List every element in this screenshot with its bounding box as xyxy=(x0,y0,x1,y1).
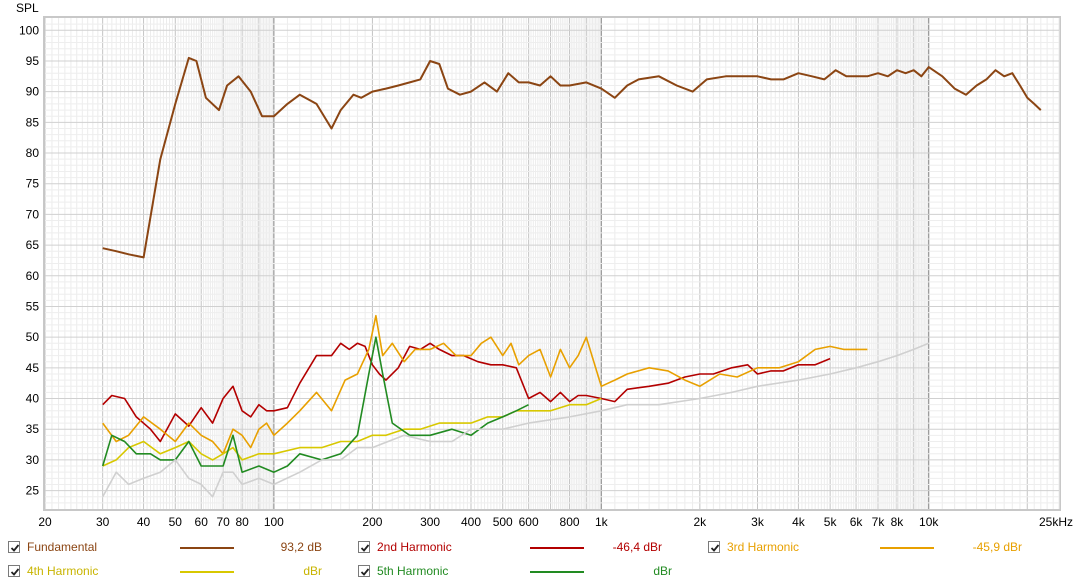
x-tick-label: 300 xyxy=(420,515,440,529)
checkmark-icon xyxy=(710,544,720,552)
legend-item-4th-harmonic: 4th Harmonic dBr xyxy=(6,561,346,583)
series-line xyxy=(102,56,1042,259)
x-tick-label: 400 xyxy=(461,515,481,529)
checkmark-icon xyxy=(10,544,20,552)
checkmark-icon xyxy=(360,568,370,576)
legend-swatch xyxy=(880,547,934,549)
y-tick-label: 45 xyxy=(26,361,40,375)
2nd-harmonic-checkbox[interactable] xyxy=(358,541,370,553)
legend-value: dBr xyxy=(303,564,322,578)
x-tick-label: 100 xyxy=(264,515,284,529)
x-tick-label: 60 xyxy=(195,515,209,529)
legend-value: 93,2 dB xyxy=(280,540,322,554)
x-tick-label: 10k xyxy=(919,515,939,529)
legend-label: 4th Harmonic xyxy=(27,564,99,578)
x-tick-label: 1k xyxy=(595,515,609,529)
legend-value: -46,4 dBr xyxy=(612,540,662,554)
y-tick-label: 90 xyxy=(26,85,40,99)
legend-row-1: Fundamental 93,2 dB 2nd Harmonic -46,4 d… xyxy=(0,537,1080,559)
x-tick-label: 8k xyxy=(891,515,905,529)
x-tick-label: 50 xyxy=(169,515,183,529)
5th-harmonic-checkbox[interactable] xyxy=(358,565,370,577)
y-tick-label: 85 xyxy=(26,115,40,129)
y-tick-label: 100 xyxy=(19,23,39,37)
y-axis-label: SPL xyxy=(16,1,39,15)
y-tick-label: 55 xyxy=(26,299,40,313)
y-tick-label: 25 xyxy=(26,484,40,498)
x-tick-label: 80 xyxy=(235,515,249,529)
x-tick-label: 4k xyxy=(792,515,806,529)
legend-value: dBr xyxy=(653,564,672,578)
y-tick-label: 60 xyxy=(26,269,40,283)
legend-value: -45,9 dBr xyxy=(972,540,1022,554)
x-tick-label: 3k xyxy=(751,515,765,529)
legend-swatch xyxy=(530,571,584,573)
x-tick-label: 70 xyxy=(216,515,230,529)
x-tick-label: 30 xyxy=(96,515,110,529)
x-tick-label: 800 xyxy=(560,515,580,529)
y-tick-label: 80 xyxy=(26,146,40,160)
legend-item-5th-harmonic: 5th Harmonic dBr xyxy=(356,561,696,583)
series-line xyxy=(102,314,868,455)
checkmark-icon xyxy=(10,568,20,576)
4th-harmonic-checkbox[interactable] xyxy=(8,565,20,577)
x-tick-label: 7k xyxy=(872,515,886,529)
legend-swatch xyxy=(530,547,584,549)
legend-label: 2nd Harmonic xyxy=(377,540,452,554)
fundamental-checkbox[interactable] xyxy=(8,541,20,553)
legend-label: Fundamental xyxy=(27,540,98,554)
x-tick-label: 40 xyxy=(137,515,151,529)
y-tick-label: 50 xyxy=(26,330,40,344)
x-tick-label: 20 xyxy=(38,515,52,529)
legend-swatch xyxy=(180,571,234,573)
series-line xyxy=(101,342,930,498)
y-tick-label: 75 xyxy=(26,177,40,191)
legend-item-2nd-harmonic: 2nd Harmonic -46,4 dBr xyxy=(356,537,696,559)
series-line xyxy=(101,336,529,474)
checkmark-icon xyxy=(360,544,370,552)
legend-swatch xyxy=(180,547,234,549)
legend-item-fundamental: Fundamental 93,2 dB xyxy=(6,537,346,559)
y-tick-label: 30 xyxy=(26,453,40,467)
x-tick-label: 5k xyxy=(824,515,838,529)
legend-row-2: 4th Harmonic dBr 5th Harmonic dBr xyxy=(0,561,1080,583)
y-tick-label: 35 xyxy=(26,422,40,436)
x-tick-label: 200 xyxy=(362,515,382,529)
y-tick-label: 65 xyxy=(26,238,40,252)
x-tick-label: 2k xyxy=(694,515,708,529)
3rd-harmonic-checkbox[interactable] xyxy=(708,541,720,553)
legend-label: 3rd Harmonic xyxy=(727,540,800,554)
x-tick-label: 25kHz xyxy=(1039,515,1073,529)
legend-label: 5th Harmonic xyxy=(377,564,449,578)
legend-item-3rd-harmonic: 3rd Harmonic -45,9 dBr xyxy=(706,537,1046,559)
y-tick-label: 40 xyxy=(26,392,40,406)
y-tick-label: 95 xyxy=(26,54,40,68)
chart: 100 95 90 85 80 75 70 65 60 55 50 45 40 35 30 25 20 30 40 5… xyxy=(16,1,1073,529)
x-tick-label: 600 xyxy=(519,515,539,529)
y-tick-label: 70 xyxy=(26,207,40,221)
x-tick-label: 500 xyxy=(493,515,513,529)
x-tick-label: 6k xyxy=(850,515,864,529)
